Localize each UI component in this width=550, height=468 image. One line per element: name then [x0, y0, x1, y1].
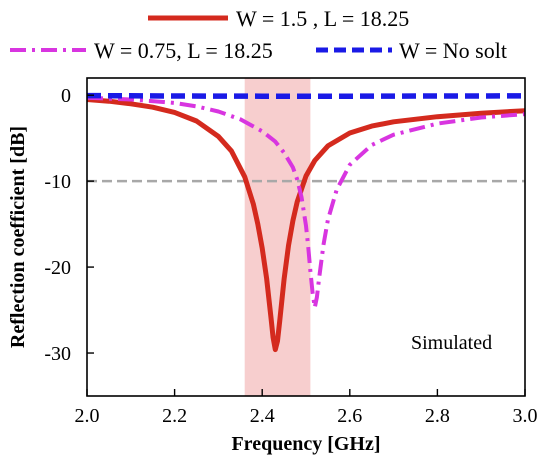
x-tick-label: 2.8	[425, 405, 450, 427]
x-axis-title: Frequency [GHz]	[231, 433, 380, 455]
y-axis-title: Reflection coefficient [dB]	[7, 126, 29, 348]
legend: W = 1.5 , L = 18.25 W = 0.75, L = 18.25 …	[10, 6, 507, 63]
y-tick-label: -10	[44, 171, 71, 193]
x-tick-label: 2.4	[250, 405, 275, 427]
series-line-2	[86, 95, 526, 310]
legend-label-series-1: W = 1.5 , L = 18.25	[236, 6, 409, 31]
y-tick-label: -20	[44, 257, 71, 279]
x-tick-label: 2.2	[162, 405, 187, 427]
plot-frame	[86, 77, 526, 397]
x-tick-label: 2.6	[337, 405, 362, 427]
legend-label-series-2: W = 0.75, L = 18.25	[94, 38, 273, 63]
annotation-simulated: Simulated	[411, 332, 492, 354]
x-tick-label: 2.0	[75, 405, 100, 427]
y-tick-label: -30	[44, 343, 71, 365]
x-tick-label: 3.0	[513, 405, 538, 427]
series-line-1	[86, 97, 526, 353]
y-tick-label: 0	[61, 85, 71, 107]
series-line-3	[86, 92, 526, 99]
legend-label-series-3: W = No solt	[399, 38, 507, 63]
